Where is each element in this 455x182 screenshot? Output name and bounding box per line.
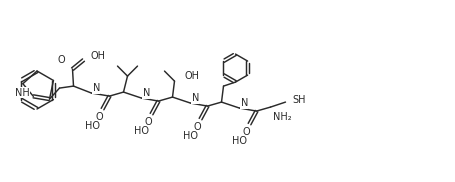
- Text: O: O: [194, 122, 201, 132]
- Text: HO: HO: [232, 136, 247, 146]
- Text: O: O: [96, 112, 103, 122]
- Text: O: O: [58, 55, 66, 65]
- Text: HO: HO: [134, 126, 149, 136]
- Text: NH₂: NH₂: [273, 112, 291, 122]
- Text: OH: OH: [91, 51, 106, 61]
- Text: N: N: [241, 98, 248, 108]
- Text: HO: HO: [85, 121, 100, 131]
- Text: O: O: [145, 117, 152, 127]
- Text: N: N: [92, 83, 100, 93]
- Text: NH: NH: [15, 88, 29, 98]
- Text: HO: HO: [183, 131, 198, 141]
- Text: N: N: [192, 93, 199, 103]
- Text: OH: OH: [185, 71, 199, 81]
- Text: SH: SH: [293, 95, 306, 105]
- Text: O: O: [243, 127, 250, 137]
- Text: N: N: [142, 88, 150, 98]
